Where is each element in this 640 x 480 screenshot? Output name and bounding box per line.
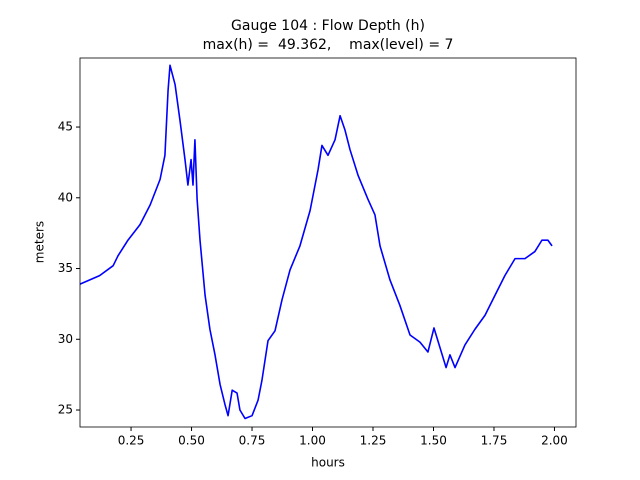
- y-tick-label: 35: [58, 261, 73, 275]
- y-tick-label: 45: [58, 120, 73, 134]
- x-tick-label: 0.50: [178, 434, 205, 448]
- y-tick-label: 30: [58, 332, 73, 346]
- x-tick-label: 1.25: [360, 434, 387, 448]
- x-tick-label: 0.75: [239, 434, 266, 448]
- y-axis-label: meters: [33, 221, 47, 263]
- plot-frame: [79, 57, 577, 428]
- x-tick-label: 1.75: [481, 434, 508, 448]
- data-line: [79, 64, 553, 420]
- chart-title: Gauge 104 : Flow Depth (h): [231, 18, 425, 34]
- y-tick-label: 40: [58, 190, 73, 204]
- chart-subtitle: max(h) = 49.362, max(level) = 7: [203, 37, 454, 53]
- x-tick-label: 2.00: [541, 434, 568, 448]
- y-tick-label: 25: [58, 403, 73, 417]
- x-tick-label: 1.00: [299, 434, 326, 448]
- x-axis-label: hours: [311, 456, 345, 470]
- x-tick-label: 1.50: [420, 434, 447, 448]
- x-tick-label: 0.25: [118, 434, 145, 448]
